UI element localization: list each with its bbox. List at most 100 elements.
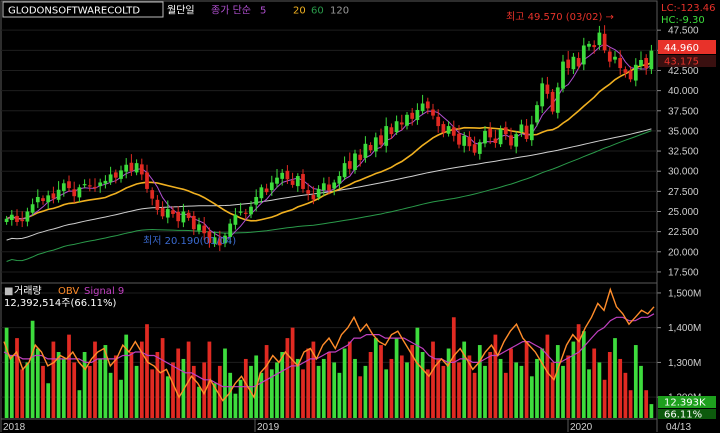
volume-bar — [186, 341, 191, 418]
volume-bar — [519, 365, 524, 418]
volume-bar — [649, 404, 654, 418]
price-tick-label: 25.000 — [668, 207, 699, 218]
volume-bar — [275, 362, 279, 418]
volume-last-label: 12.393K — [664, 398, 706, 409]
ma120-period: 120 — [330, 6, 349, 17]
obv-line — [3, 287, 655, 402]
volume-bar — [358, 376, 363, 418]
volume-tick-label: 1,300M — [668, 358, 701, 369]
volume-tick-label: 1,500M — [668, 288, 701, 299]
candle-body — [269, 182, 274, 191]
volume-bar — [581, 331, 586, 418]
volume-bar — [592, 348, 597, 418]
candle-body — [607, 51, 612, 62]
candle-body — [119, 170, 123, 179]
volume-bar — [420, 352, 425, 418]
signal-label[interactable]: Signal 9 — [84, 286, 124, 297]
volume-bar — [576, 324, 581, 418]
price-tick-label: 22.500 — [668, 227, 699, 238]
period-label[interactable]: 월단일 — [167, 5, 195, 17]
candle-body — [181, 211, 186, 223]
volume-bar — [353, 358, 357, 418]
candle-body — [301, 174, 305, 189]
candle-body — [363, 143, 368, 158]
candle-body — [514, 134, 519, 147]
candle-body — [113, 172, 118, 178]
volume-bar — [451, 317, 456, 418]
candle-body — [373, 137, 378, 152]
volume-bar — [316, 365, 321, 418]
candle-body — [171, 210, 175, 214]
volume-bar — [332, 362, 337, 418]
volume-title[interactable]: 거래량 — [14, 285, 42, 297]
candle-body — [602, 33, 607, 51]
volume-bar — [228, 372, 233, 418]
last-price-label: 44.960 — [664, 43, 699, 54]
x-label-2018: 2018 — [3, 422, 26, 433]
candle-body — [20, 219, 25, 222]
candle-body — [212, 237, 217, 245]
candle-body — [51, 193, 56, 199]
candle-body — [321, 183, 326, 191]
volume-bar — [597, 362, 602, 418]
candle-body — [425, 101, 430, 109]
volume-bar — [363, 365, 368, 418]
symbol-label[interactable]: GLODONSOFTWARECOLTD — [8, 6, 140, 17]
volume-bar — [436, 358, 441, 418]
volume-bar — [295, 358, 300, 418]
volume-bar — [467, 355, 472, 418]
candle-body — [623, 69, 628, 73]
candle-body — [410, 112, 415, 119]
candle-body — [134, 163, 139, 173]
candle-body — [394, 121, 399, 133]
candle-body — [25, 211, 30, 222]
candle-body — [9, 214, 14, 220]
volume-bar — [410, 345, 415, 418]
candle-body — [124, 164, 129, 172]
volume-bar — [181, 358, 186, 418]
candle-body — [540, 83, 545, 107]
price-tick-label: 30.000 — [668, 167, 699, 178]
candle-body — [467, 136, 472, 147]
volume-bar — [618, 358, 623, 418]
volume-bar — [623, 372, 628, 418]
volume-bar — [87, 365, 92, 418]
volume-bar — [61, 358, 66, 418]
candle-body — [30, 204, 35, 213]
ma-label[interactable]: 종가 단순 — [211, 5, 251, 17]
volume-bar — [488, 352, 493, 418]
candle-body — [618, 57, 623, 69]
candle-body — [176, 211, 181, 222]
volume-bar — [150, 369, 155, 418]
candle-body — [347, 161, 352, 169]
volume-bar — [472, 372, 477, 418]
candle-body — [202, 225, 207, 234]
volume-bar — [197, 386, 201, 418]
candle-body — [87, 185, 92, 187]
volume-bar — [290, 327, 295, 418]
candle-body — [290, 180, 295, 185]
price-tick-label: 20.000 — [668, 247, 699, 258]
lc-label: LC:-123.46 — [661, 3, 716, 14]
volume-bar — [509, 348, 513, 418]
candle-body — [587, 43, 591, 47]
candle-body — [342, 163, 347, 178]
candle-body — [145, 172, 149, 189]
candle-body — [561, 61, 565, 89]
volume-bar — [607, 352, 612, 418]
candle-body — [498, 129, 503, 145]
candle-body — [399, 122, 404, 125]
obv-label[interactable]: OBV — [58, 286, 79, 297]
volume-bar — [633, 345, 638, 418]
volume-bar — [171, 362, 175, 418]
volume-value: 12,392,514주(66.11%) — [4, 298, 116, 309]
volume-bar — [93, 341, 97, 418]
volume-bar — [602, 379, 607, 418]
candle-body — [389, 127, 394, 135]
volume-bar — [9, 355, 14, 418]
volume-bar — [347, 341, 352, 418]
volume-bar — [321, 358, 326, 418]
volume-bar — [202, 362, 207, 418]
volume-bar — [306, 348, 311, 418]
candle-body — [415, 109, 420, 121]
